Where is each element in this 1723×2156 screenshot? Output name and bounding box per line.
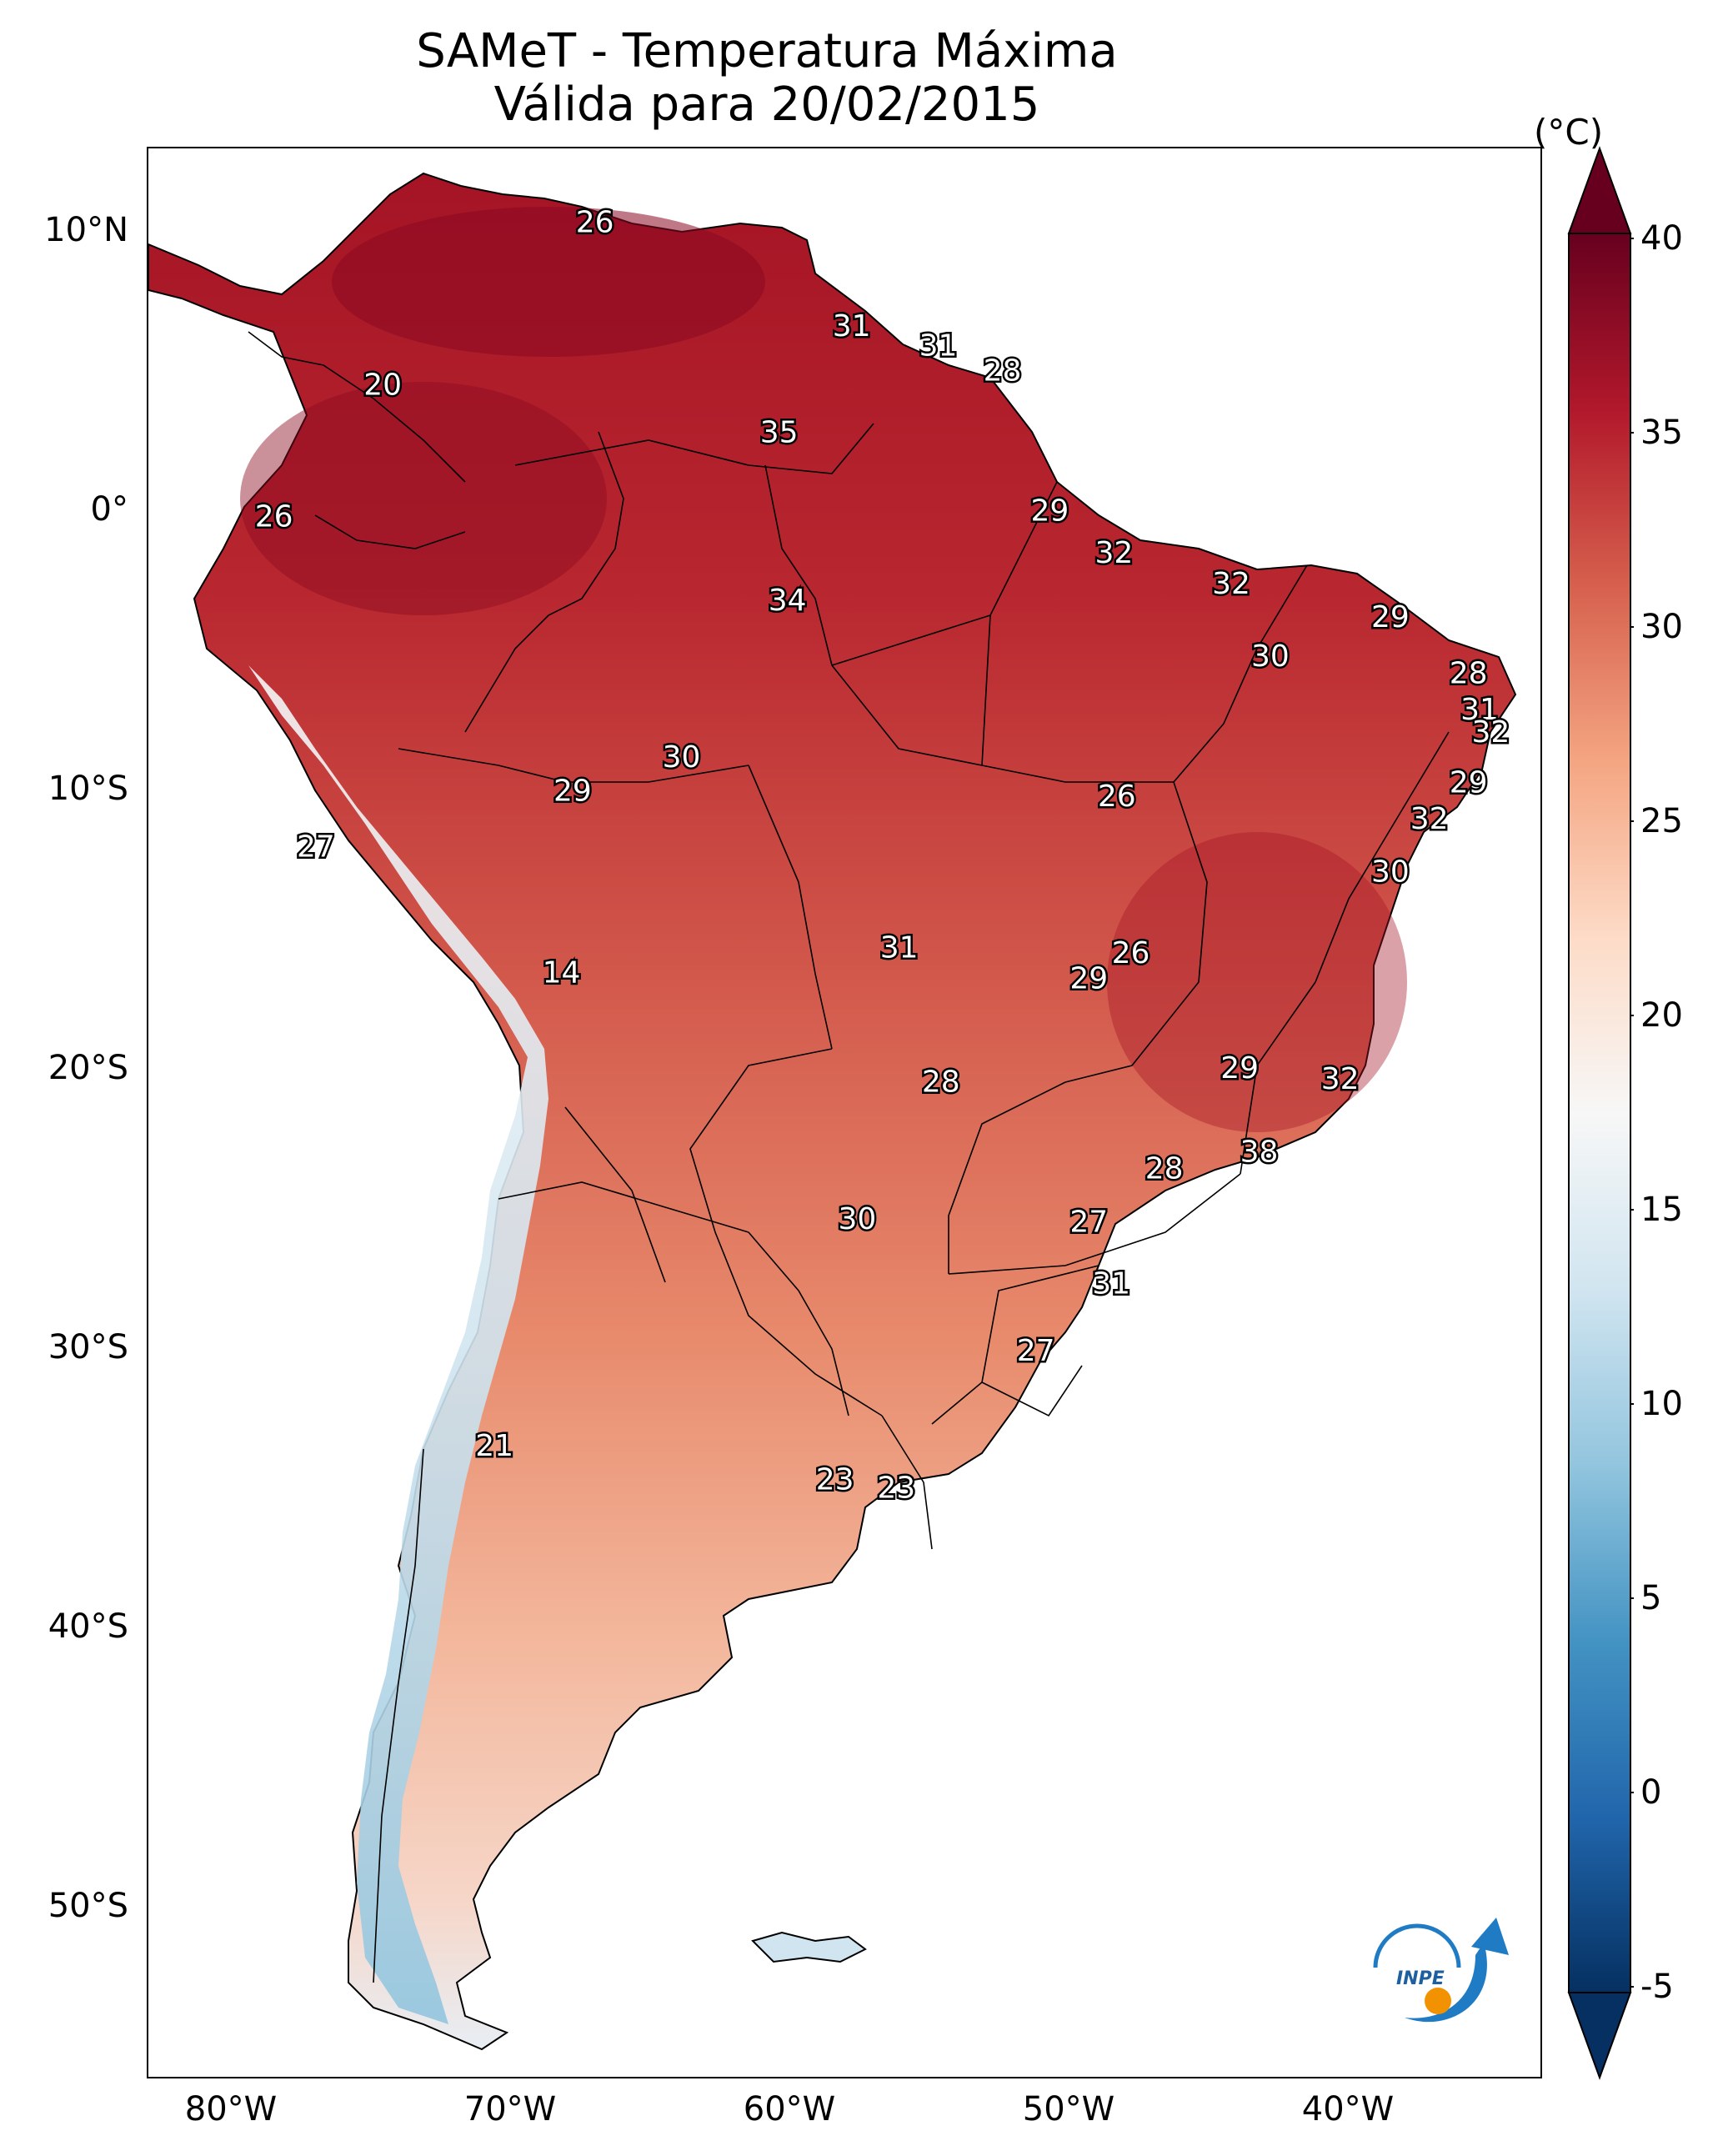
station-value-label: 14 (543, 956, 581, 990)
station-value-label: 26 (255, 499, 293, 534)
station-value-label: 26 (1098, 780, 1136, 814)
svg-text:INPE: INPE (1396, 1968, 1445, 1989)
lat-tick-label: 30°S (48, 1328, 128, 1366)
colorbar-tick-label: 30 (1640, 608, 1683, 646)
lat-tick-label: 0° (90, 490, 128, 529)
station-value-label: 28 (984, 354, 1022, 389)
station-value-label: 28 (1450, 656, 1488, 690)
colorbar-tick-label: 35 (1640, 414, 1683, 452)
colorbar-unit: (°C) (1534, 112, 1604, 153)
station-value-label: 26 (1112, 936, 1150, 970)
hot-core-southeast (1107, 832, 1407, 1132)
station-value-label: 30 (838, 1202, 876, 1236)
lon-tick-label: 60°W (743, 2090, 836, 2128)
lat-tick-label: 10°N (44, 211, 128, 249)
lat-tick-label: 10°S (48, 770, 128, 808)
station-value-label: 32 (1094, 536, 1133, 570)
inpe-logo: INPE (1373, 1918, 1509, 2023)
lon-tick-label: 70°W (463, 2090, 557, 2128)
colorbar-top-arrow (1567, 146, 1632, 234)
station-value-label: 32 (1410, 802, 1449, 836)
falkland-islands (751, 1931, 867, 1963)
station-value-label: 29 (1220, 1051, 1259, 1086)
lon-tick-label: 40°W (1301, 2090, 1395, 2128)
lat-tick-label: 40°S (48, 1607, 128, 1646)
hot-core-amazon (240, 382, 607, 615)
lon-tick-label: 50°W (1022, 2090, 1115, 2128)
station-value-label: 30 (1371, 855, 1410, 890)
station-value-label: 38 (1240, 1136, 1279, 1170)
lon-tick-label: 80°W (184, 2090, 278, 2128)
map-panel: 26 31 31 28 20 35 26 29 32 32 34 29 30 28 31 32 30 29 29 26… (147, 147, 1542, 2078)
station-value-label: 27 (297, 830, 335, 865)
station-value-label: 31 (833, 309, 871, 343)
station-value-label: 35 (760, 416, 799, 450)
political-borders (248, 331, 1450, 1983)
station-value-label: 32 (1212, 567, 1250, 601)
hot-core-north (332, 207, 765, 357)
colorbar-gradient (1568, 233, 1631, 1993)
station-value-label: 28 (922, 1065, 960, 1100)
colorbar-tick-label: 40 (1640, 219, 1683, 258)
continent-landmass (148, 172, 1517, 2051)
station-value-label: 23 (816, 1462, 854, 1497)
station-value-label: 31 (1460, 693, 1499, 727)
andes-cool-region (248, 665, 548, 2024)
station-value-label: 29 (1450, 765, 1488, 800)
colorbar-tick-label: 15 (1640, 1191, 1683, 1229)
station-value-label: 32 (1321, 1062, 1360, 1096)
station-value-label: 21 (475, 1429, 513, 1463)
station-value-label: 31 (919, 328, 958, 363)
colorbar-tick-label: 5 (1640, 1579, 1662, 1617)
station-value-label: 27 (1069, 1206, 1108, 1240)
station-value-label: 28 (1145, 1152, 1184, 1186)
station-value-label: 20 (363, 368, 402, 402)
colorbar-tick-label: 20 (1640, 996, 1683, 1035)
station-value-label: 23 (877, 1472, 915, 1506)
station-value-label: 30 (1251, 639, 1290, 674)
colorbar-tick-label: 25 (1640, 802, 1683, 840)
station-value-label: 29 (1030, 494, 1069, 529)
station-value-label: 34 (769, 584, 807, 618)
colorbar-tick-label: 10 (1640, 1385, 1683, 1423)
map-title: SAMeT - Temperatura Máxima (416, 24, 1118, 78)
station-value-label: 26 (576, 206, 614, 240)
lat-tick-label: 20°S (48, 1049, 128, 1087)
station-value-label: 29 (1371, 600, 1410, 634)
colorbar-bottom-arrow (1567, 1992, 1632, 2080)
colorbar-tick-label: 0 (1640, 1773, 1662, 1812)
colorbar (1567, 146, 1634, 2080)
station-value-label: 32 (1471, 715, 1510, 750)
station-value-label: 31 (1092, 1266, 1130, 1301)
colorbar-tick-label: -5 (1640, 1968, 1674, 2006)
map-subtitle: Válida para 20/02/2015 (493, 78, 1040, 132)
station-value-label: 31 (880, 930, 919, 965)
station-value-label: 29 (553, 774, 592, 808)
station-value-label: 30 (663, 740, 701, 775)
station-value-label: 29 (1069, 961, 1108, 995)
station-value-label: 27 (1017, 1334, 1055, 1368)
lat-tick-label: 50°S (48, 1887, 128, 1925)
